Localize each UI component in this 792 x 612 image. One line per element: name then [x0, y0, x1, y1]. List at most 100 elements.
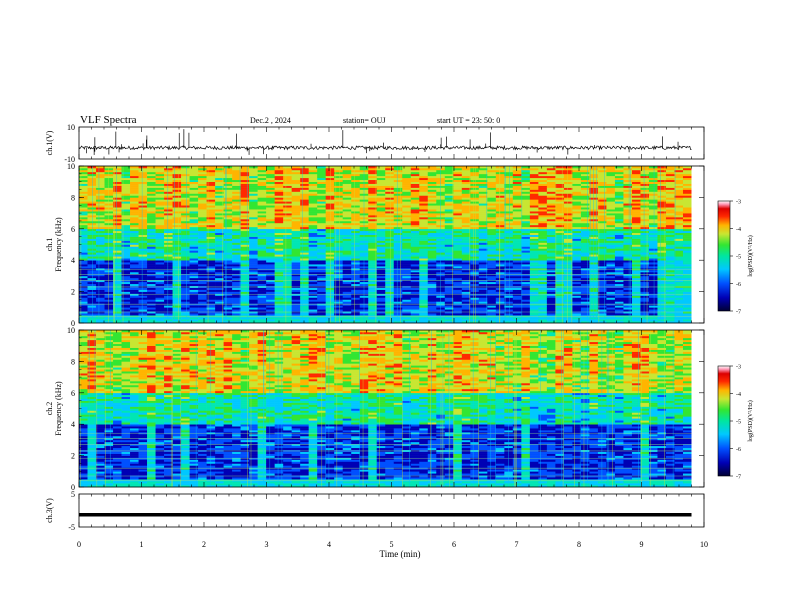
spectrogram-cell	[121, 220, 131, 224]
spectrogram-cell	[487, 232, 497, 235]
spectrogram-cell	[495, 177, 505, 181]
spectrogram-cell	[121, 313, 131, 316]
spectrogram-cell	[96, 246, 105, 249]
spectrogram-cell	[410, 256, 420, 259]
spectrogram-cell	[461, 301, 471, 304]
spectrogram-cell	[453, 183, 463, 186]
spectrogram-cell	[266, 311, 275, 314]
spectrogram-cell	[580, 264, 590, 267]
spectrogram-cell	[393, 183, 403, 186]
spectrogram-cell	[385, 317, 395, 320]
spectrogram-cell	[172, 232, 182, 235]
spectrogram-cell	[385, 297, 395, 300]
spectrogram-cell	[291, 279, 301, 283]
spectrogram-cell	[189, 266, 199, 269]
spectrogram-cell	[291, 175, 301, 179]
spectrogram-cell	[155, 275, 165, 279]
spectrogram-cell	[121, 238, 131, 241]
spectrogram-cell	[402, 195, 412, 198]
spectrogram-cell	[121, 279, 131, 283]
spectrogram-cell	[453, 167, 463, 171]
spectrogram-cell	[342, 185, 352, 188]
spectrogram-cell	[147, 181, 156, 184]
spectrogram-cell	[325, 307, 335, 310]
spectrogram-cell	[504, 299, 514, 302]
spectrogram-cell	[453, 244, 463, 247]
spectrogram-cell	[368, 242, 378, 245]
spectrogram-cell	[138, 234, 148, 237]
spectrogram-cell	[266, 226, 275, 230]
spectrogram-cell	[113, 275, 122, 279]
spectrogram-cell	[181, 281, 190, 285]
spectrogram-cell	[300, 299, 309, 302]
spectrogram-cell	[155, 283, 165, 287]
spectrogram-cell	[138, 224, 148, 228]
spectrogram-cell	[529, 307, 539, 310]
spectrogram-cell	[368, 211, 378, 214]
spectrogram-cell	[410, 218, 420, 222]
spectrogram-cell	[87, 211, 97, 214]
spectrogram-cell	[538, 183, 548, 186]
spectrogram-cell	[283, 189, 292, 192]
spectrogram-cell	[291, 217, 301, 220]
spectrogram-cell	[342, 315, 352, 318]
spectrogram-cell	[291, 264, 301, 267]
spectrogram-cell	[495, 244, 505, 247]
spectrogram-cell	[189, 299, 199, 302]
spectrogram-cell	[130, 173, 139, 177]
spectrogram-cell	[164, 301, 173, 304]
spectrogram-cell	[453, 299, 463, 302]
spectrogram-cell	[555, 271, 565, 275]
spectrogram-cell	[249, 319, 258, 322]
spectrogram-cell	[572, 307, 582, 310]
spectrogram-cell	[393, 201, 403, 204]
spectrogram-cell	[580, 220, 590, 224]
spectrogram-cell	[419, 248, 429, 251]
spectrogram-cell	[385, 187, 395, 190]
spectrogram-cell	[79, 270, 88, 273]
spectrogram-cell	[300, 275, 309, 279]
spectrogram-cell	[198, 173, 207, 177]
spectrogram-cell	[104, 173, 114, 177]
spectrogram-cell	[189, 175, 199, 179]
spectrogram-cell	[138, 262, 148, 265]
spectrogram-cell	[189, 222, 199, 226]
spectrogram-cell	[555, 264, 565, 267]
spectrogram-cell	[300, 242, 309, 245]
spectrogram-cell	[317, 215, 326, 218]
spectrogram-cell	[487, 215, 497, 218]
spectrogram-cell	[266, 266, 275, 269]
spectrogram-cell	[121, 203, 131, 206]
spectrogram-cell	[223, 173, 233, 177]
spectrogram-cell	[487, 266, 497, 269]
spectrogram-cell	[223, 209, 233, 212]
spectrogram-cell	[555, 321, 565, 324]
spectrogram-cell	[138, 244, 148, 247]
spectrogram-cell	[130, 313, 139, 316]
spectrogram-cell	[121, 295, 131, 298]
spectrogram-cell	[155, 195, 165, 198]
spectrogram-cell	[580, 203, 590, 206]
spectrogram-cell	[342, 244, 352, 247]
spectrogram-cell	[300, 207, 309, 210]
spectrogram-cell	[198, 236, 207, 239]
spectrogram-cell	[470, 291, 480, 294]
spectrogram-cell	[96, 262, 105, 265]
spectrogram-cell	[580, 232, 590, 235]
spectrogram-cell	[487, 238, 497, 241]
spectrogram-cell	[470, 218, 480, 222]
spectrogram-cell	[300, 203, 309, 206]
spectrogram-cell	[376, 226, 386, 230]
spectrogram-cell	[240, 215, 250, 218]
spectrogram-cell	[563, 256, 573, 259]
spectrogram-cell	[155, 179, 165, 182]
spectrogram-cell	[308, 197, 318, 200]
spectrogram-cell	[402, 303, 412, 306]
spectrogram-cell	[393, 319, 403, 322]
spectrogram-cell	[172, 246, 182, 249]
spectrogram-cell	[215, 167, 224, 171]
spectrogram-cell	[342, 205, 352, 208]
spectrogram-cell	[232, 217, 241, 220]
spectrogram-cell	[113, 250, 122, 253]
spectrogram-cell	[351, 289, 361, 292]
